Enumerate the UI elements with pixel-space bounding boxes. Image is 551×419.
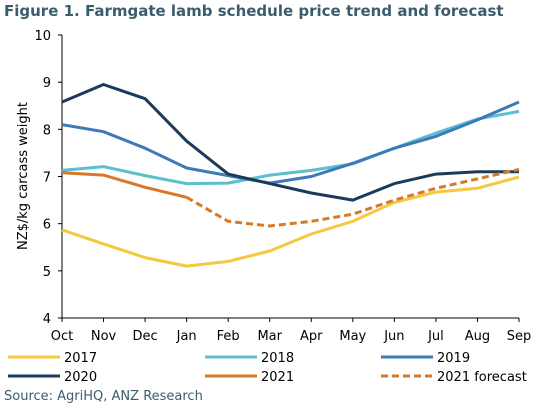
y-tick-label: 9 <box>43 76 51 91</box>
series-line-2017 <box>61 175 520 268</box>
y-axis-label-group: NZ$/kg carcass weight <box>16 102 31 250</box>
x-tick-label: Nov <box>91 329 117 344</box>
legend-label: 2021 <box>261 370 294 385</box>
legend-label: 2017 <box>64 351 97 366</box>
y-tick-label: 7 <box>43 171 51 186</box>
y-tick-label: 8 <box>43 123 51 138</box>
series-line-2018 <box>61 109 520 186</box>
x-tick-label: Sep <box>507 329 532 344</box>
y-tick-label: 4 <box>43 312 51 327</box>
x-tick-label: May <box>339 329 366 344</box>
x-tick-label: Jul <box>427 329 444 344</box>
legend-label: 2018 <box>261 351 294 366</box>
x-tick-label: Apr <box>300 329 323 344</box>
y-tick-label: 10 <box>34 29 51 44</box>
axes: 4 5 6 7 8 9 10 Oct Nov Dec Jan Feb Mar Apr May Jun Jul Au… <box>34 29 531 344</box>
y-axis-label: NZ$/kg carcass weight <box>16 102 31 250</box>
x-tick-label: Jun <box>383 329 404 344</box>
series-line-2019 <box>61 100 520 185</box>
x-tick-label: Dec <box>133 329 158 344</box>
series-line-2021-forecast <box>185 167 520 228</box>
legend-label: 2019 <box>437 351 470 366</box>
chart-title: Figure 1. Farmgate lamb schedule price t… <box>4 2 504 20</box>
x-tick-label: Feb <box>217 329 240 344</box>
x-tick-label: Jan <box>176 329 197 344</box>
series-line-2020 <box>61 83 519 202</box>
series-line-2021 <box>61 171 187 199</box>
legend-label: 2020 <box>64 370 97 385</box>
series-lines <box>61 83 520 268</box>
legend: 2017 2018 2019 2020 2021 2021 forecast <box>8 351 527 385</box>
y-tick-label: 6 <box>43 218 51 233</box>
x-tick-label: Oct <box>51 329 73 344</box>
legend-label: 2021 forecast <box>437 370 527 385</box>
x-tick-label: Aug <box>465 329 490 344</box>
source-note: Source: AgriHQ, ANZ Research <box>4 389 203 404</box>
y-tick-label: 5 <box>43 265 51 280</box>
x-tick-label: Mar <box>257 329 282 344</box>
